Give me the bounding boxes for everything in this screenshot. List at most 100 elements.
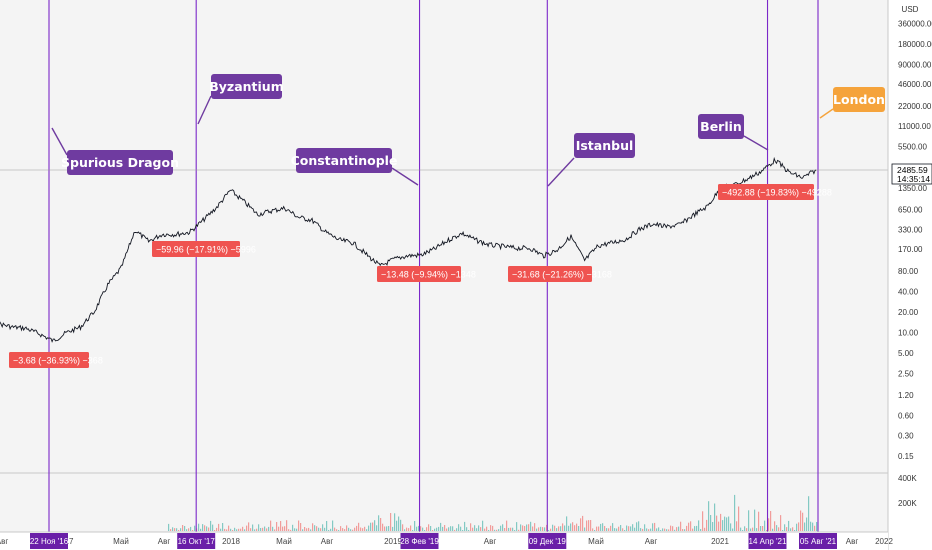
volume-bar (622, 528, 624, 531)
volume-bar (642, 528, 644, 531)
volume-bar (306, 528, 308, 531)
volume-bar (334, 527, 336, 531)
y-tick-label: 46000.00 (898, 80, 932, 89)
volume-bar (796, 523, 798, 531)
volume-bar (776, 525, 778, 531)
volume-bar (324, 527, 326, 531)
callout-label: Spurious Dragon (61, 155, 179, 170)
volume-bar (792, 527, 794, 531)
volume-bar (816, 522, 818, 531)
volume-bar (788, 520, 790, 531)
volume-bars (168, 494, 818, 531)
volume-bar (550, 528, 552, 531)
volume-bar (664, 528, 666, 531)
volume-bar (650, 528, 652, 531)
volume-bar (446, 528, 448, 531)
volume-bar (270, 520, 272, 531)
volume-bar (558, 526, 560, 531)
volume-bar (254, 529, 256, 531)
volume-bar (786, 527, 788, 531)
x-tick-label: Авг (158, 537, 171, 546)
volume-bar (640, 528, 642, 531)
volume-bar (426, 527, 428, 531)
y-tick-label: 22000.00 (898, 102, 932, 111)
volume-bar (244, 529, 246, 531)
volume-bar (516, 522, 518, 531)
volume-bar (484, 528, 486, 531)
volume-bar (806, 517, 808, 531)
volume-bar (178, 530, 180, 531)
volume-bar (170, 529, 172, 531)
volume-bar (584, 527, 586, 531)
y-tick-label: 40.00 (898, 288, 919, 297)
volume-bar (594, 530, 596, 531)
y-tick-label: 0.30 (898, 432, 914, 441)
volume-bar (462, 530, 464, 531)
volume-bar (564, 525, 566, 531)
date-marker-label: 22 Ноя '16 (30, 537, 69, 546)
volume-bar (596, 526, 598, 531)
volume-bar (616, 528, 618, 531)
volume-bar (546, 524, 548, 531)
volume-bar (350, 529, 352, 531)
volume-bar (728, 516, 730, 531)
volume-bar (340, 526, 342, 531)
volume-bar (630, 526, 632, 531)
volume-bar (472, 527, 474, 531)
y-tick-label: 330.00 (898, 226, 923, 235)
volume-bar (326, 521, 328, 531)
y-axis-panel (888, 0, 932, 550)
volume-bar (718, 521, 720, 531)
volume-bar (228, 525, 230, 531)
volume-bar (214, 530, 216, 531)
volume-bar (778, 527, 780, 531)
fork-callouts: Spurious Dragon Byzantium Constantinople Is… (51, 74, 885, 187)
volume-bar (366, 529, 368, 531)
volume-bar (652, 523, 654, 531)
volume-axis-ticks: 400K 200K (898, 474, 917, 508)
volume-bar (184, 526, 186, 531)
callout-pointer (819, 108, 834, 119)
date-marker-bg (400, 533, 439, 549)
volume-bar (280, 521, 282, 531)
volume-bar (668, 529, 670, 531)
volume-bar (708, 501, 710, 531)
volume-bar (456, 528, 458, 531)
volume-bar (302, 529, 304, 531)
last-price-badge: 2485.59 14:35:14 (891, 163, 932, 185)
change-badge-bg (152, 241, 240, 257)
volume-bar (194, 525, 196, 531)
volume-bar (724, 516, 726, 531)
volume-bar (200, 528, 202, 531)
callout-label: Constantinople (291, 153, 398, 168)
volume-bar (386, 526, 388, 531)
volume-bar (262, 527, 264, 531)
volume-bar (688, 522, 690, 531)
volume-bar (522, 525, 524, 531)
volume-bar (544, 527, 546, 531)
volume-bar (318, 527, 320, 531)
volume-bar (526, 524, 528, 531)
volume-bar (482, 520, 484, 531)
volume-bar (548, 530, 550, 531)
callout-box (67, 150, 173, 175)
volume-bar (662, 528, 664, 531)
volume-bar (348, 527, 350, 531)
volume-bar (438, 526, 440, 531)
volume-bar (460, 526, 462, 531)
y-tick-label: 80.00 (898, 267, 919, 276)
volume-bar (752, 527, 754, 531)
volume-bar (198, 523, 200, 531)
volume-bar (382, 523, 384, 531)
volume-bar (722, 520, 724, 531)
volume-bar (440, 522, 442, 531)
volume-bar (512, 527, 514, 531)
volume-bar (208, 527, 210, 531)
volume-bar (810, 521, 812, 531)
price-line (0, 156, 817, 343)
volume-bar (760, 526, 762, 531)
x-tick-label: Май (276, 537, 292, 546)
volume-bar (508, 527, 510, 531)
volume-bar (202, 524, 204, 531)
